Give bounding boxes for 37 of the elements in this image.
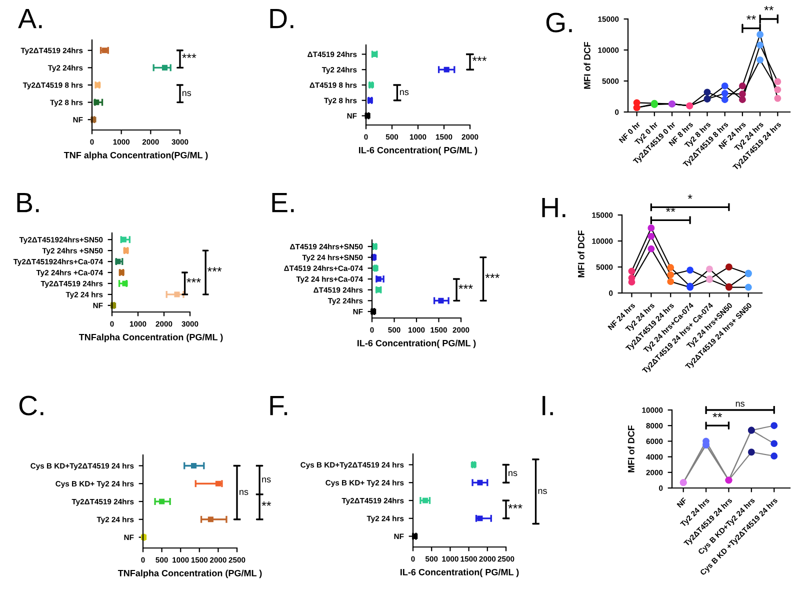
text: ** [262, 502, 272, 506]
chart-title: D. [270, 9, 294, 28]
y-axis-title: MFI of DCF [628, 426, 634, 472]
annotation: ** [746, 15, 756, 20]
text: ns [182, 91, 192, 96]
text: ns [538, 489, 547, 494]
chart-title: G. [546, 12, 572, 32]
x-axis-title: IL-6 Concentration( PG/ML ) [400, 568, 519, 578]
text: ns [736, 402, 745, 407]
text: ns [240, 490, 248, 495]
text: *** [207, 267, 222, 272]
chart-title: I. [542, 396, 553, 416]
chart-title: E. [272, 193, 294, 212]
annotation: ns [400, 90, 409, 96]
x-axis-title: TNFalpha Concentration (PG/ML ) [78, 334, 223, 342]
text: *** [485, 274, 500, 278]
text: *** [472, 56, 487, 61]
annotation: *** [186, 278, 201, 282]
y-axis-title: MFI of DCF [578, 230, 584, 278]
x-axis-title: TNF alpha Concentration(PG/ML ) [64, 152, 208, 160]
chart-title: H. [542, 198, 566, 218]
text: *** [508, 504, 522, 508]
x-axis-title: IL-6 Concentration( PG/ML ) [359, 146, 478, 156]
x-axis-title: TNFalpha Concentration (PG/ML ) [118, 570, 262, 578]
chart-title: B. [17, 193, 39, 212]
annotation: *** [458, 284, 473, 289]
y-axis-title: MFI of DCF [584, 42, 590, 89]
chart-title: A. [18, 9, 42, 28]
chart-title: F. [270, 396, 288, 416]
text: *** [182, 54, 196, 58]
chart-title: C. [19, 396, 44, 416]
x-axis-title: IL-6 Concentration( PG/ML ) [358, 340, 476, 348]
annotation: ** [712, 412, 722, 418]
text: ** [764, 6, 774, 10]
text: * [688, 194, 692, 199]
text: ns [508, 471, 518, 476]
text: ns [262, 478, 271, 482]
